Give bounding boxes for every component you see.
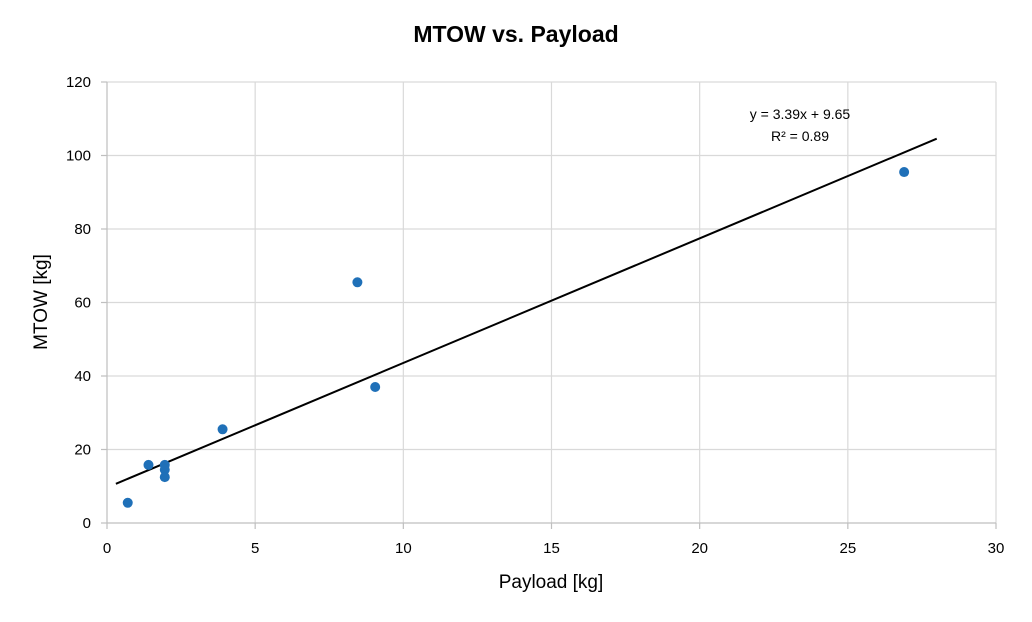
- y-tick-label: 60: [74, 295, 91, 312]
- data-point: [217, 424, 228, 435]
- data-point: [159, 464, 170, 475]
- x-tick-label: 25: [839, 540, 856, 557]
- data-points: [122, 167, 910, 508]
- data-point: [143, 459, 154, 470]
- x-tick-label: 30: [988, 540, 1005, 557]
- data-point: [370, 382, 381, 393]
- chart-title: MTOW vs. Payload: [413, 21, 618, 47]
- y-tick-label: 20: [74, 442, 91, 459]
- y-axis-title: MTOW [kg]: [31, 254, 52, 350]
- y-tick-label: 0: [83, 515, 91, 532]
- x-axis-title: Payload [kg]: [499, 572, 604, 593]
- trendline-group: [115, 137, 938, 485]
- x-tick-label: 10: [395, 540, 412, 557]
- axes: [101, 81, 997, 529]
- x-tick-label: 5: [251, 540, 259, 557]
- data-point: [159, 472, 170, 483]
- x-tick-label: 20: [691, 540, 708, 557]
- y-tick-label: 100: [66, 148, 91, 165]
- data-point: [122, 497, 133, 508]
- gridlines: [107, 81, 997, 523]
- y-tick-label: 40: [74, 368, 91, 385]
- y-tick-label: 80: [74, 221, 91, 238]
- tick-labels: 0 5 10 15 20 25 30 0 20 40 60 80 100 120: [66, 74, 1004, 557]
- y-tick-label: 120: [66, 74, 91, 91]
- x-tick-label: 0: [103, 540, 111, 557]
- trendline-equation: y = 3.39x + 9.65: [750, 106, 851, 122]
- data-point: [352, 277, 363, 288]
- x-tick-label: 15: [543, 540, 560, 557]
- trendline-r-squared: R² = 0.89: [771, 128, 829, 144]
- data-point: [899, 167, 910, 178]
- linear-trendline: [115, 137, 938, 485]
